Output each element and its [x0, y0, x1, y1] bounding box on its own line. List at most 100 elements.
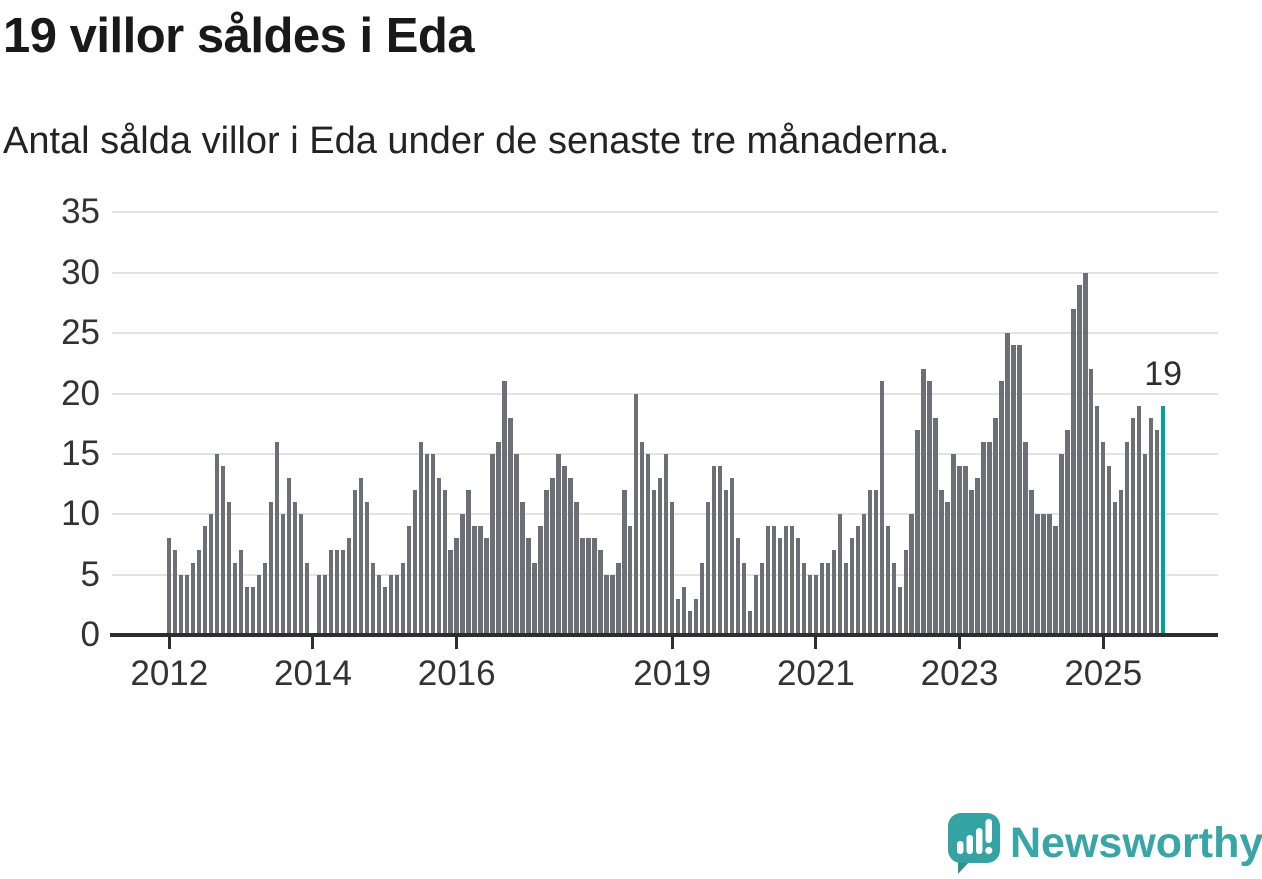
bar: [484, 538, 489, 635]
bar: [526, 538, 531, 635]
bar: [831, 550, 837, 635]
bar: [334, 550, 340, 635]
bar: [879, 381, 884, 635]
bar: [987, 441, 992, 635]
bar: [466, 490, 471, 635]
bar: [197, 550, 202, 635]
bar: [376, 574, 382, 635]
bar: [1047, 514, 1052, 635]
bar: [388, 574, 393, 635]
x-axis-tick-label: 2014: [274, 654, 352, 693]
bar: [652, 490, 657, 635]
bar: [723, 490, 729, 635]
bar: [502, 381, 507, 635]
bar: [274, 441, 280, 635]
y-axis-tick-label: 35: [61, 192, 100, 232]
bar: [837, 514, 843, 635]
bar: [975, 478, 980, 635]
y-axis-tick-label: 15: [61, 433, 100, 473]
gridline: [112, 332, 1218, 335]
bar: [729, 478, 735, 635]
bar: [693, 598, 699, 635]
bar: [759, 562, 765, 635]
bar: [1071, 308, 1076, 635]
bar: [610, 574, 615, 635]
bar: [538, 526, 543, 635]
bar: [741, 562, 747, 635]
bar: [927, 381, 932, 635]
bar: [562, 465, 567, 635]
bar: [981, 441, 986, 635]
bar: [232, 562, 238, 635]
bar: [268, 502, 274, 635]
bar: [382, 586, 388, 635]
bar: [244, 586, 250, 635]
bar: [687, 610, 693, 635]
bar: [442, 490, 447, 635]
x-axis-tick-label: 2012: [130, 654, 209, 693]
bar: [801, 562, 807, 635]
bar: [1136, 405, 1142, 635]
bar: [1083, 272, 1088, 635]
bar: [496, 441, 501, 635]
bar: [592, 538, 597, 635]
bar: [783, 526, 789, 635]
bar: [598, 550, 603, 635]
bar: [634, 393, 639, 635]
bar: [340, 550, 346, 635]
bar: [711, 465, 717, 635]
bar: [1005, 333, 1010, 635]
bar: [179, 574, 184, 635]
bar: [298, 514, 304, 635]
chart-subtitle: Antal sålda villor i Eda under de senast…: [3, 120, 950, 162]
bar: [753, 574, 759, 635]
bar: [1041, 514, 1046, 635]
bar: [532, 562, 537, 635]
bar: [873, 490, 878, 635]
bar: [1035, 514, 1040, 635]
bar: [903, 550, 908, 635]
bar: [304, 562, 310, 635]
bar: [771, 526, 777, 635]
bar: [867, 490, 872, 635]
bar: [957, 465, 962, 635]
bar: [472, 526, 477, 635]
bar: [250, 586, 256, 635]
x-axis-tick-label: 2023: [920, 654, 999, 693]
x-axis-tick: [1101, 637, 1105, 649]
bar: [203, 526, 208, 635]
bar: [424, 453, 429, 635]
bar: [478, 526, 483, 635]
newsworthy-logo-text: Newsworthy: [1010, 819, 1262, 867]
bar: [861, 514, 866, 635]
bar: [520, 502, 525, 635]
bar: [681, 586, 687, 635]
bar: [921, 369, 926, 635]
bar: [939, 490, 944, 635]
bar: [209, 514, 214, 635]
bar: [1065, 429, 1070, 635]
bar: [220, 465, 226, 635]
x-axis-line: [110, 633, 1218, 637]
bar: [191, 562, 196, 635]
bar: [214, 453, 220, 635]
bar: [813, 574, 819, 635]
bar: [280, 514, 286, 635]
bar: [658, 478, 663, 635]
bar: [1154, 429, 1160, 635]
bar: [891, 562, 896, 635]
x-axis-tick: [311, 637, 315, 649]
x-axis-tick: [814, 637, 818, 649]
x-axis-tick: [455, 637, 459, 649]
bar: [604, 574, 609, 635]
bar: [292, 502, 298, 635]
bar: [436, 478, 441, 635]
bar: [1142, 453, 1148, 635]
bar: [364, 502, 370, 635]
bar: [580, 538, 585, 635]
y-axis-tick-label: 30: [61, 252, 100, 292]
bar: [490, 453, 495, 635]
gridline: [112, 271, 1218, 274]
x-axis-tick: [167, 637, 171, 649]
bar: [915, 429, 920, 635]
